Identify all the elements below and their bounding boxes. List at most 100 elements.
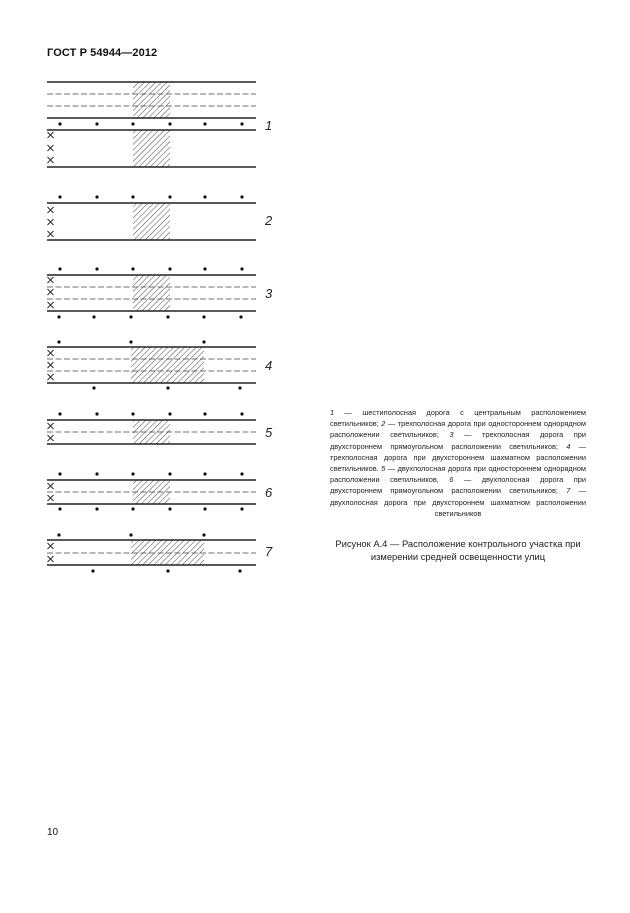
page-number: 10 [47, 827, 59, 838]
diagram-label: 5 [265, 425, 273, 440]
measurement-point-cross [47, 373, 54, 381]
diagram-label: 2 [264, 213, 273, 228]
legend-number: 5 [381, 464, 386, 474]
luminaire-dot [168, 267, 172, 271]
luminaire-dot [95, 507, 99, 511]
road-diagram: 4 [47, 340, 272, 390]
luminaire-dot [58, 507, 62, 511]
luminaire-dot [168, 122, 172, 126]
figure-caption: Рисунок А.4 — Расположение контрольного … [335, 538, 581, 562]
control-section-hatch [133, 82, 170, 118]
luminaire-dot [131, 507, 135, 511]
legend-number: 2 [381, 419, 386, 429]
measurement-point-cross [47, 361, 54, 369]
luminaire-dot [240, 507, 244, 511]
figure-legend: 1 — шестиполосная дорога с центральным р… [330, 407, 586, 519]
legend-item: 1 — шестиполосная дорога с центральным р… [330, 408, 586, 428]
luminaire-dot [240, 472, 244, 476]
luminaire-dot [129, 340, 133, 344]
measurement-point-cross [47, 288, 54, 296]
measurement-point-cross [47, 482, 54, 490]
measurement-point-cross [47, 542, 54, 550]
measurement-point-cross [47, 494, 54, 502]
road-diagram: 5 [47, 412, 273, 445]
luminaire-dot [131, 122, 135, 126]
luminaire-dot [131, 195, 135, 199]
road-diagram: 3 [47, 267, 273, 319]
measurement-point-cross [47, 230, 54, 238]
legend-text: — двухполосная дорога при одностороннем … [330, 464, 586, 485]
luminaire-dot [95, 472, 99, 476]
legend-item: 2 — трехполосная дорога при односторонне… [330, 419, 586, 439]
legend-number: 3 [449, 430, 454, 440]
luminaire-dot [58, 267, 62, 271]
measurement-point-cross [47, 301, 54, 309]
legend-item: 5 — двухполосная дорога при односторонне… [330, 464, 586, 484]
luminaire-dot [57, 533, 61, 537]
legend-number: 4 [566, 441, 571, 451]
luminaire-dot [95, 122, 99, 126]
road-diagram: 7 [47, 533, 273, 573]
measurement-point-cross [47, 555, 54, 563]
luminaire-dot [166, 315, 170, 319]
luminaire-dot [203, 472, 207, 476]
luminaire-dot [57, 340, 61, 344]
measurement-point-cross [47, 434, 54, 442]
luminaire-dot [58, 195, 62, 199]
luminaire-dot [92, 315, 96, 319]
luminaire-dot [203, 122, 207, 126]
measurement-point-cross [47, 144, 54, 152]
diagram-label: 4 [265, 358, 272, 373]
luminaire-dot [203, 267, 207, 271]
luminaire-dot [203, 412, 207, 416]
diagram-label: 3 [265, 286, 273, 301]
legend-number: 1 [330, 408, 335, 417]
document-header: ГОСТ Р 54944—2012 [47, 47, 158, 59]
luminaire-dot [240, 195, 244, 199]
measurement-point-cross [47, 131, 54, 139]
luminaire-dot [131, 412, 135, 416]
luminaire-dot [239, 315, 243, 319]
measurement-point-cross [47, 276, 54, 284]
luminaire-dot [238, 569, 242, 573]
legend-item: 7 — двухполосная дорога при двухсторонне… [330, 486, 586, 517]
diagram-label: 1 [265, 118, 272, 133]
control-section-hatch [133, 275, 170, 311]
luminaire-dot [95, 267, 99, 271]
measurement-point-cross [47, 206, 54, 214]
luminaire-dot [240, 267, 244, 271]
legend-text: — двухполосная дорога при двухстороннем … [330, 475, 586, 496]
luminaire-dot [203, 507, 207, 511]
luminaire-dot [168, 195, 172, 199]
legend-text: — трехполосная дорога при одностороннем … [330, 419, 586, 440]
road-diagram: 6 [47, 472, 273, 511]
luminaire-dot [166, 386, 170, 390]
diagram-label: 7 [265, 544, 273, 559]
luminaire-dot [92, 386, 96, 390]
legend-number: 6 [449, 475, 454, 485]
control-section-hatch [133, 203, 170, 240]
luminaire-dot [91, 569, 95, 573]
measurement-point-cross [47, 156, 54, 164]
control-section-hatch [131, 347, 204, 383]
road-diagram: 1 [47, 81, 272, 168]
legend-text: — шестиполосная дорога с центральным рас… [330, 408, 586, 429]
luminaire-dot [95, 412, 99, 416]
luminaire-dot [240, 122, 244, 126]
luminaire-dot [58, 122, 62, 126]
legend-number: 7 [566, 486, 571, 496]
legend-text: — трехполосная дорога при двухстороннем … [330, 430, 586, 451]
luminaire-dot [168, 472, 172, 476]
control-section-hatch [131, 540, 204, 565]
legend-item: 3 — трехполосная дорога при двухсторонне… [330, 430, 586, 450]
luminaire-dot [58, 412, 62, 416]
luminaire-dot [202, 533, 206, 537]
road-diagram: 2 [47, 195, 273, 241]
control-section-hatch [133, 130, 170, 167]
luminaire-dot [168, 507, 172, 511]
luminaire-dot [203, 195, 207, 199]
measurement-point-cross [47, 349, 54, 357]
luminaire-dot [95, 195, 99, 199]
luminaire-dot [240, 412, 244, 416]
luminaire-dot [202, 315, 206, 319]
